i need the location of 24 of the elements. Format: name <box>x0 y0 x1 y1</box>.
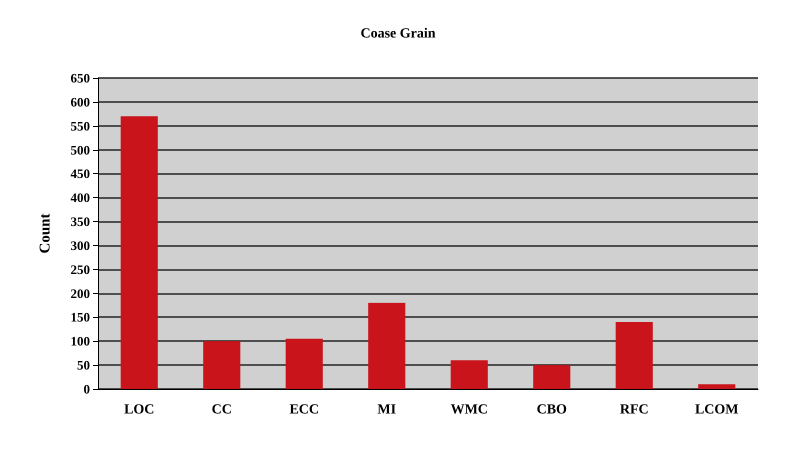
y-tick-label: 500 <box>70 142 90 158</box>
y-tick-label: 550 <box>70 118 90 134</box>
x-tick-label: CC <box>212 402 232 418</box>
y-tick-label: 350 <box>70 214 90 230</box>
x-tick-label: ECC <box>289 402 320 418</box>
y-tick-label: 50 <box>77 358 90 373</box>
y-tick-label: 150 <box>70 310 90 325</box>
x-tick-label: RFC <box>620 402 649 418</box>
y-tick-label: 0 <box>84 382 90 396</box>
y-tick-label: 450 <box>70 166 90 182</box>
y-tick-label: 200 <box>70 286 90 301</box>
x-tick-label: WMC <box>450 402 488 418</box>
chart-title: Coase Grain <box>360 26 436 42</box>
x-tick-label: LCOM <box>694 402 739 418</box>
y-axis-title: Count <box>38 213 54 254</box>
x-tick-label: CBO <box>536 402 568 418</box>
y-tick-label: 300 <box>70 238 90 253</box>
y-tick-label: 100 <box>70 334 90 349</box>
x-tick-label: MI <box>377 402 396 418</box>
y-tick-label: 650 <box>70 70 90 86</box>
y-tick-label: 600 <box>70 94 90 110</box>
y-tick-label: 250 <box>70 262 90 277</box>
x-tick-label: LOC <box>124 402 154 418</box>
y-tick-label: 400 <box>70 190 90 206</box>
